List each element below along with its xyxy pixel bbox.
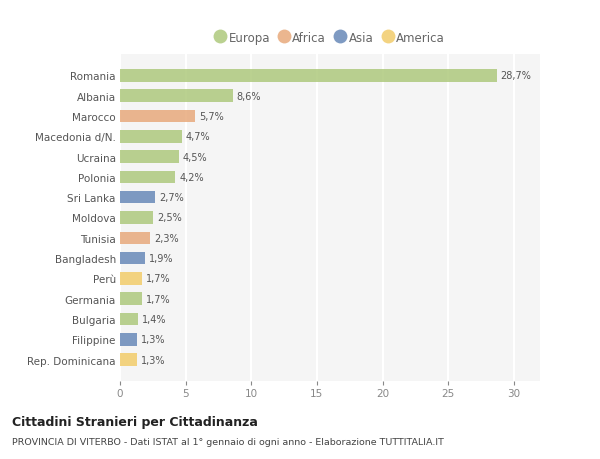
Bar — [120, 333, 137, 346]
Bar — [120, 212, 153, 224]
Bar — [120, 171, 175, 184]
Bar — [120, 151, 179, 163]
Bar — [120, 131, 182, 143]
Text: 2,5%: 2,5% — [157, 213, 182, 223]
Bar — [120, 191, 155, 204]
Bar — [120, 353, 137, 366]
Bar — [120, 111, 195, 123]
Text: 8,6%: 8,6% — [237, 91, 262, 101]
Text: 1,9%: 1,9% — [149, 253, 173, 263]
Text: 4,5%: 4,5% — [183, 152, 208, 162]
Text: 5,7%: 5,7% — [199, 112, 223, 122]
Text: PROVINCIA DI VITERBO - Dati ISTAT al 1° gennaio di ogni anno - Elaborazione TUTT: PROVINCIA DI VITERBO - Dati ISTAT al 1° … — [12, 437, 444, 446]
Legend: Europa, Africa, Asia, America: Europa, Africa, Asia, America — [212, 28, 448, 48]
Text: Cittadini Stranieri per Cittadinanza: Cittadini Stranieri per Cittadinanza — [12, 415, 258, 428]
Text: 4,7%: 4,7% — [185, 132, 210, 142]
Bar — [120, 252, 145, 265]
Bar — [120, 273, 142, 285]
Bar — [120, 232, 150, 245]
Bar — [120, 90, 233, 103]
Text: 1,3%: 1,3% — [141, 335, 166, 345]
Text: 28,7%: 28,7% — [500, 71, 532, 81]
Text: 1,4%: 1,4% — [142, 314, 167, 325]
Text: 2,7%: 2,7% — [160, 193, 184, 203]
Text: 1,7%: 1,7% — [146, 274, 171, 284]
Bar — [120, 313, 139, 325]
Text: 1,7%: 1,7% — [146, 294, 171, 304]
Bar — [120, 70, 497, 83]
Text: 4,2%: 4,2% — [179, 173, 203, 183]
Text: 2,3%: 2,3% — [154, 233, 179, 243]
Text: 1,3%: 1,3% — [141, 355, 166, 365]
Bar — [120, 293, 142, 305]
